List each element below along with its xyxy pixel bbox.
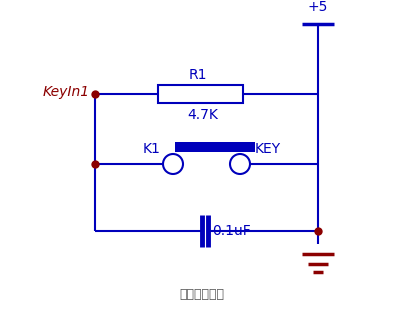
Text: K1: K1	[142, 142, 160, 156]
Bar	[158, 85, 243, 103]
Text: +5: +5	[308, 0, 328, 14]
Text: KeyIn1: KeyIn1	[43, 85, 90, 99]
Text: R1: R1	[189, 68, 207, 82]
Text: KEY: KEY	[255, 142, 281, 156]
Text: 0.1uF: 0.1uF	[212, 224, 251, 238]
Bar	[175, 142, 255, 152]
Text: 4.7K: 4.7K	[187, 108, 218, 122]
Text: 硬件电容消抖: 硬件电容消抖	[179, 288, 224, 301]
